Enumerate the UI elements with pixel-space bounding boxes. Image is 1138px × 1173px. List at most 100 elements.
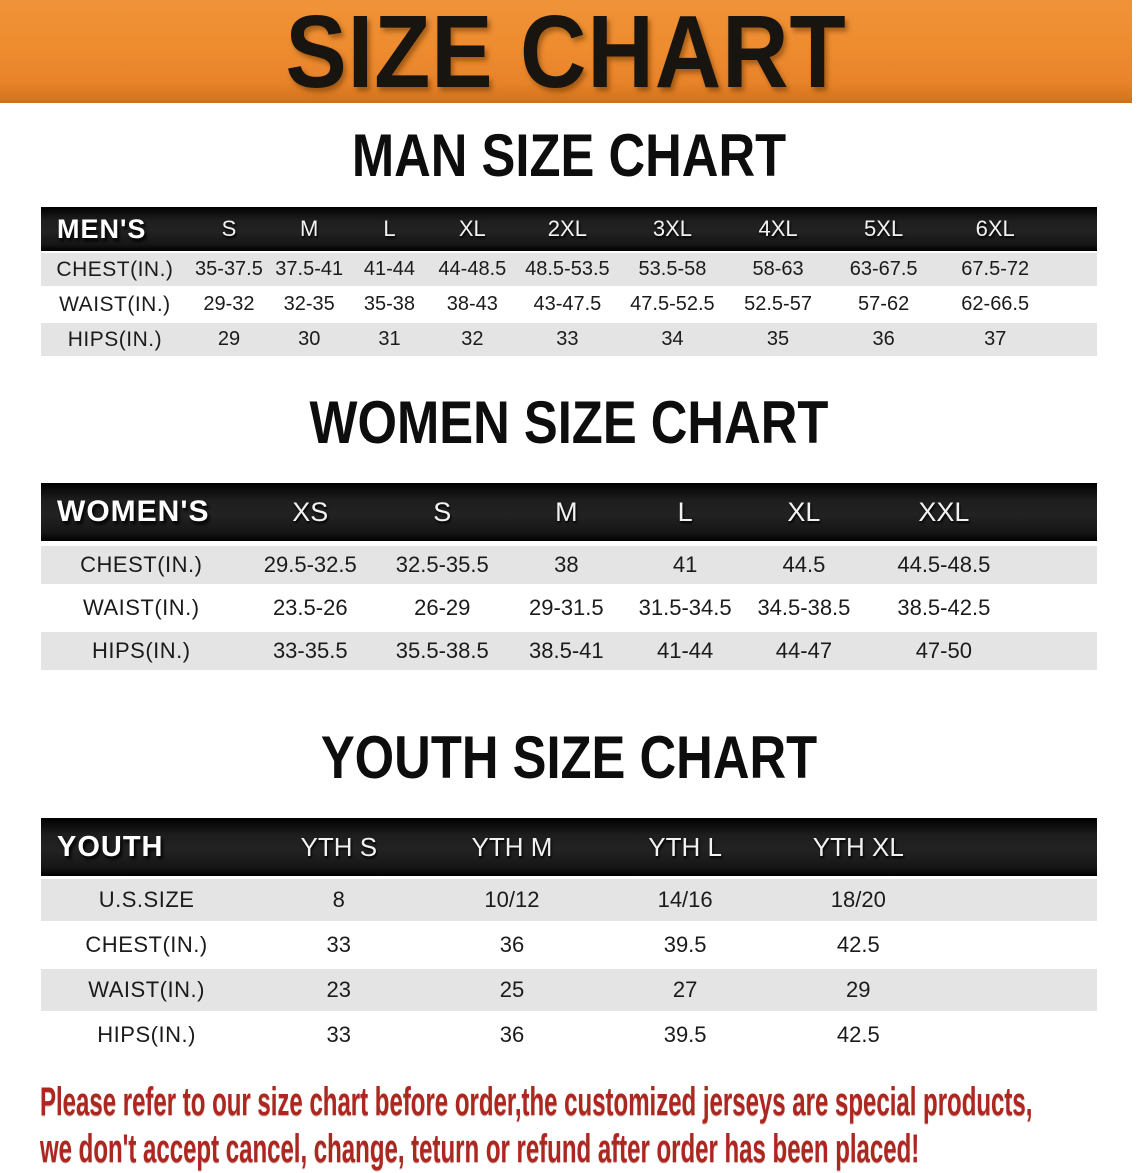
cell: 41-44	[627, 632, 744, 670]
table-row: CHEST(IN.) 35-37.5 37.5-41 41-44 44-48.5 48.5…	[41, 253, 1097, 286]
column-header: YTH L	[598, 818, 772, 876]
cell: 36	[425, 924, 599, 966]
column-header: YTH S	[252, 818, 426, 876]
column-header: M	[269, 207, 350, 251]
cell: 31	[349, 323, 430, 356]
cell: 42.5	[771, 1014, 945, 1056]
footer-note-line-2: we don't accept cancel, change, teturn o…	[40, 1127, 920, 1171]
row-spacer	[944, 924, 1097, 966]
table-header-label: MEN'S	[41, 207, 189, 251]
cell: 38.5-42.5	[864, 589, 1024, 627]
column-header: S	[188, 207, 270, 251]
cell: 35	[725, 323, 831, 356]
size-table-youth: YOUTH YTH S YTH M YTH L YTH XL U.S.SIZE 8 10/12…	[41, 815, 1097, 1059]
banner: SIZE CHART	[0, 0, 1132, 103]
cell: 67.5-72	[936, 253, 1097, 286]
table-row: HIPS(IN.) 29 30 31 32 33 34 35 36 37	[41, 323, 1097, 356]
column-header: XS	[241, 483, 379, 541]
cell: 32	[429, 323, 516, 356]
cell: 30	[269, 323, 350, 356]
section-title-women: WOMEN SIZE CHART	[309, 389, 829, 457]
table-row: WAIST(IN.) 23.5-26 26-29 29-31.5 31.5-34.5 34…	[41, 589, 1097, 627]
cell: 38.5-41	[505, 632, 628, 670]
table-header-row: YOUTH YTH S YTH M YTH L YTH XL	[41, 818, 1097, 876]
row-label: CHEST(IN.)	[41, 253, 189, 286]
column-header: XXL	[864, 483, 1024, 541]
column-header: 6XL	[936, 207, 1097, 251]
cell: 35-37.5	[188, 253, 270, 286]
row-label: CHEST(IN.)	[41, 546, 242, 584]
footer-note: Please refer to our size chart before or…	[40, 1079, 1138, 1173]
row-label: WAIST(IN.)	[41, 969, 253, 1011]
cell: 62-66.5	[936, 288, 1097, 321]
cell: 47-50	[864, 632, 1024, 670]
size-chart-sections: MAN SIZE CHART MEN'S S M L XL 2XL 3XL 4XL 5XL 6XL C…	[0, 122, 1138, 1059]
table-header-row: MEN'S S M L XL 2XL 3XL 4XL 5XL 6XL	[41, 207, 1097, 251]
cell: 32.5-35.5	[378, 546, 506, 584]
cell: 48.5-53.5	[515, 253, 620, 286]
cell: 44-48.5	[429, 253, 516, 286]
cell: 41	[627, 546, 744, 584]
cell: 53.5-58	[619, 253, 726, 286]
column-header: XL	[743, 483, 865, 541]
table-row: U.S.SIZE 8 10/12 14/16 18/20	[41, 879, 1097, 921]
row-label: WAIST(IN.)	[41, 288, 189, 321]
cell: 31.5-34.5	[627, 589, 744, 627]
cell: 58-63	[725, 253, 831, 286]
table-row: WAIST(IN.) 23 25 27 29	[41, 969, 1097, 1011]
table-row: HIPS(IN.) 33-35.5 35.5-38.5 38.5-41 41-44 44-…	[41, 632, 1097, 670]
cell: 39.5	[598, 924, 772, 966]
section-title-youth: YOUTH SIZE CHART	[320, 724, 818, 792]
cell: 33	[252, 1014, 426, 1056]
section-title-men: MAN SIZE CHART	[351, 122, 787, 190]
cell: 27	[598, 969, 772, 1011]
size-table-women: WOMEN'S XS S M L XL XXL CHEST(IN.) 29.5-32.5 32.5…	[41, 478, 1097, 675]
row-spacer	[944, 1014, 1097, 1056]
table-row: CHEST(IN.) 29.5-32.5 32.5-35.5 38 41 44.5 44.5…	[41, 546, 1097, 584]
cell: 36	[425, 1014, 599, 1056]
cell: 63-67.5	[830, 253, 937, 286]
row-spacer	[1023, 589, 1097, 627]
cell: 44-47	[743, 632, 865, 670]
row-label: U.S.SIZE	[41, 879, 253, 921]
cell: 42.5	[771, 924, 945, 966]
banner-title: SIZE CHART	[285, 0, 847, 110]
table-header-row: WOMEN'S XS S M L XL XXL	[41, 483, 1097, 541]
column-header: M	[505, 483, 628, 541]
column-header: 4XL	[725, 207, 831, 251]
cell: 36	[830, 323, 937, 356]
cell: 25	[425, 969, 599, 1011]
cell: 37.5-41	[269, 253, 350, 286]
table-row: WAIST(IN.) 29-32 32-35 35-38 38-43 43-47.5 47.…	[41, 288, 1097, 321]
cell: 29-31.5	[505, 589, 628, 627]
footer-note-line-1: Please refer to our size chart before or…	[40, 1080, 1033, 1124]
column-header: L	[627, 483, 744, 541]
cell: 29	[771, 969, 945, 1011]
cell: 47.5-52.5	[619, 288, 726, 321]
cell: 29.5-32.5	[241, 546, 379, 584]
cell: 35-38	[349, 288, 430, 321]
cell: 10/12	[425, 879, 599, 921]
row-label: WAIST(IN.)	[41, 589, 242, 627]
size-chart-section-women: WOMEN SIZE CHART WOMEN'S XS S M L XL XXL CHEST(I…	[0, 389, 1138, 675]
column-header: YTH M	[425, 818, 599, 876]
row-spacer	[1023, 546, 1097, 584]
row-spacer	[1023, 632, 1097, 670]
cell: 44.5-48.5	[864, 546, 1024, 584]
size-chart-section-youth: YOUTH SIZE CHART YOUTH YTH S YTH M YTH L YTH …	[0, 724, 1138, 1059]
cell: 33-35.5	[241, 632, 379, 670]
row-spacer	[944, 879, 1097, 921]
size-chart-section-men: MAN SIZE CHART MEN'S S M L XL 2XL 3XL 4XL 5XL 6XL C…	[0, 122, 1138, 358]
column-header: S	[378, 483, 506, 541]
cell: 23.5-26	[241, 589, 379, 627]
column-header: XL	[429, 207, 516, 251]
cell: 35.5-38.5	[378, 632, 506, 670]
cell: 32-35	[269, 288, 350, 321]
cell: 44.5	[743, 546, 865, 584]
cell: 18/20	[771, 879, 945, 921]
cell: 29	[188, 323, 270, 356]
table-header-label: YOUTH	[41, 818, 253, 876]
table-row: CHEST(IN.) 33 36 39.5 42.5	[41, 924, 1097, 966]
cell: 41-44	[349, 253, 430, 286]
cell: 39.5	[598, 1014, 772, 1056]
